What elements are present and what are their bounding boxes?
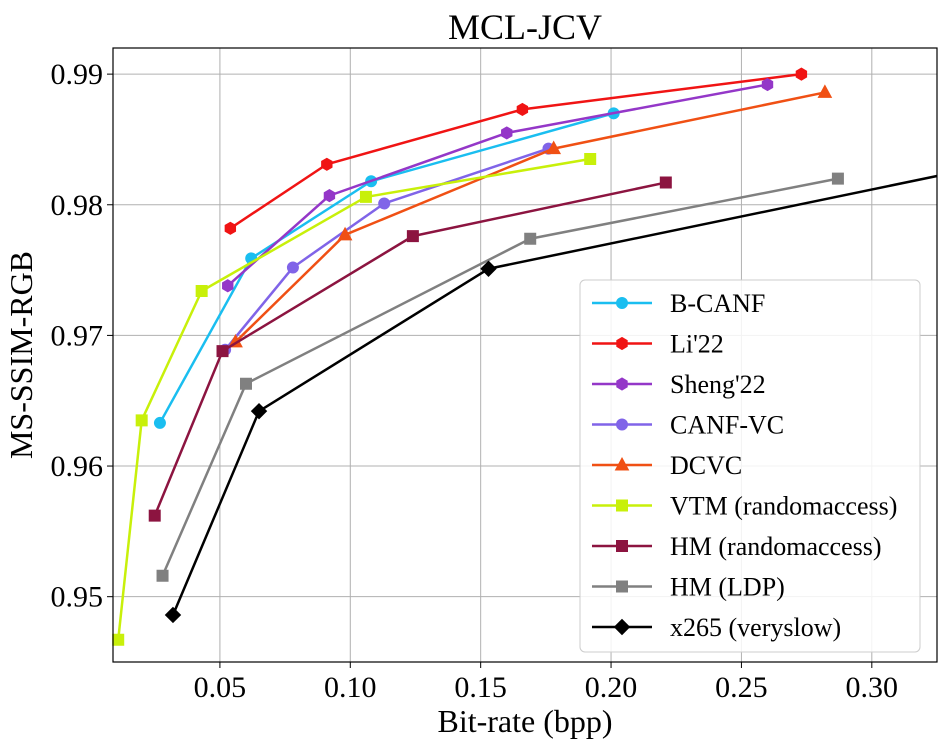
series-line-dcvc — [234, 91, 826, 343]
legend-marker-li-22 — [616, 336, 628, 351]
legend: B-CANF Li'22 Sheng'22 CANF-VC DCVC VTM (rando… — [579, 279, 921, 653]
series-li-22 — [224, 67, 808, 235]
data-point-vtm-randomaccess — [112, 633, 125, 646]
data-point-hm-ldp — [156, 569, 169, 582]
y-tick-label: 0.96 — [51, 450, 104, 483]
legend-label-sheng-22: Sheng'22 — [670, 370, 766, 399]
y-tick-label: 0.99 — [51, 58, 104, 91]
x-tick-label: 0.25 — [715, 671, 768, 704]
series-hm-randomaccess — [148, 176, 672, 522]
legend-marker-hm-randomaccess — [616, 540, 628, 552]
data-point-li-22 — [516, 102, 529, 116]
data-point-hm-ldp — [239, 377, 252, 390]
data-point-hm-randomaccess — [216, 345, 229, 358]
legend-marker-hm-ldp — [616, 580, 628, 593]
legend-label-b-canf: B-CANF — [670, 289, 765, 318]
data-point-sheng-22 — [501, 126, 513, 140]
legend-label-canf-vc: CANF-VC — [670, 411, 784, 440]
legend-entries: B-CANF Li'22 Sheng'22 CANF-VC DCVC VTM (rando… — [592, 289, 897, 642]
series-line-b-canf — [158, 112, 614, 424]
data-point-vtm-randomaccess — [584, 153, 597, 166]
data-point-sheng-22 — [761, 78, 774, 92]
data-point-hm-ldp — [524, 232, 537, 245]
series-hm-ldp — [156, 172, 844, 582]
data-point-hm-randomaccess — [406, 230, 419, 243]
data-point-canf-vc — [378, 197, 391, 210]
series-line-hm-randomaccess — [153, 181, 667, 517]
legend-marker-sheng-22 — [616, 377, 628, 391]
data-point-vtm-randomaccess — [359, 190, 372, 203]
x-tick-label: 0.30 — [846, 671, 899, 704]
data-point-dcvc — [337, 226, 353, 241]
x-tick-label: 0.10 — [324, 671, 377, 704]
legend-marker-vtm-randomaccess — [616, 499, 628, 512]
series-x265-veryslow — [164, 174, 938, 624]
data-point-x265-veryslow — [164, 606, 182, 624]
y-tick-label: 0.98 — [51, 189, 104, 222]
series-line-x265-veryslow — [171, 174, 938, 616]
legend-label-hm-randomaccess: HM (randomaccess) — [670, 532, 882, 561]
x-tick-label: 0.20 — [585, 671, 638, 704]
legend-marker-b-canf — [616, 297, 628, 309]
data-point-li-22 — [795, 67, 808, 81]
data-point-sheng-22 — [222, 279, 234, 293]
x-axis-label: Bit-rate (bpp) — [437, 703, 612, 739]
data-point-x265-veryslow — [250, 402, 268, 420]
y-axis-label: MS-SSIM-RGB — [3, 251, 39, 459]
legend-label-li-22: Li'22 — [670, 330, 724, 359]
data-point-x265-veryslow — [480, 260, 497, 277]
series-line-li-22 — [229, 72, 802, 230]
y-tick-label: 0.97 — [51, 319, 104, 352]
legend-marker-dcvc — [614, 456, 630, 471]
legend-label-x265-veryslow: x265 (veryslow) — [670, 613, 841, 642]
y-tick-label: 0.95 — [51, 581, 104, 614]
data-point-canf-vc — [286, 261, 299, 274]
tick-labels: 0.05 0.10 0.15 0.20 0.25 0.30 0.95 0.96 0.97 0.98… — [51, 58, 899, 704]
data-point-vtm-randomaccess — [195, 284, 208, 297]
legend-box — [579, 279, 921, 653]
plot-frame — [112, 47, 938, 663]
data-point-hm-randomaccess — [148, 509, 161, 522]
series-layer — [112, 67, 938, 646]
data-point-vtm-randomaccess — [135, 414, 148, 427]
chart-title: MCL-JCV — [448, 7, 602, 47]
data-point-dcvc — [817, 84, 833, 98]
series-line-canf-vc — [224, 147, 549, 351]
data-point-b-canf — [153, 416, 166, 429]
data-point-hm-ldp — [831, 172, 844, 185]
legend-label-hm-ldp: HM (LDP) — [670, 573, 785, 602]
data-point-sheng-22 — [323, 189, 336, 203]
data-point-dcvc — [546, 140, 562, 155]
legend-marker-x265-veryslow — [613, 618, 631, 636]
x-tick-label: 0.15 — [454, 671, 507, 704]
x-tick-label: 0.05 — [194, 671, 247, 704]
legend-label-dcvc: DCVC — [670, 451, 742, 480]
legend-marker-canf-vc — [616, 418, 628, 431]
data-point-li-22 — [224, 221, 237, 235]
data-point-li-22 — [321, 157, 333, 171]
series-sheng-22 — [222, 78, 774, 293]
legend-label-vtm-randomaccess: VTM (randomaccess) — [670, 492, 897, 521]
series-line-hm-ldp — [161, 177, 839, 577]
series-vtm-randomaccess — [112, 153, 597, 646]
series-line-sheng-22 — [226, 83, 768, 287]
data-point-hm-randomaccess — [659, 176, 672, 189]
